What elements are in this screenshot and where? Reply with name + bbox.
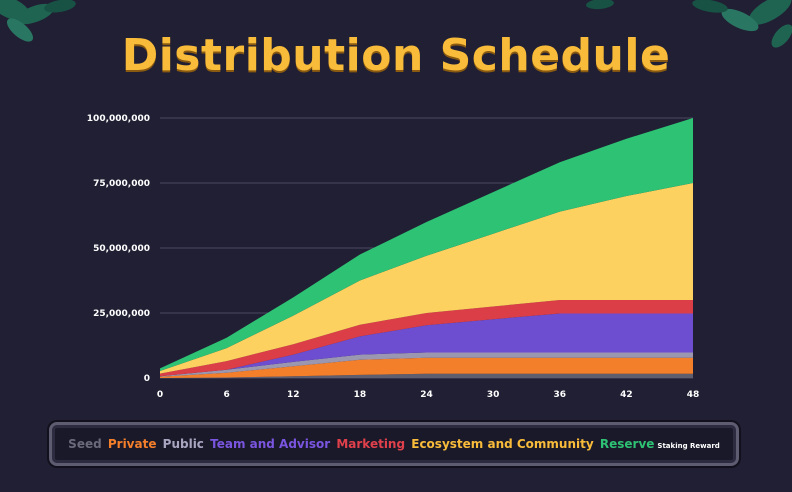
legend-item-ecosystem-and-community: Ecosystem and Community [411,437,593,451]
area-layer [160,118,693,378]
legend-item-public: Public [163,437,204,451]
legend-item-team-and-advisor: Team and Advisor [210,437,330,451]
page-title: Distribution Schedule [121,30,671,81]
area-series-public [160,352,693,377]
y-tick-label: 50,000,000 [93,244,150,254]
legend-label: Marketing [336,437,406,451]
area-series-ecosystem-and-community [160,183,693,374]
area-series-reserve [160,118,693,371]
x-tick-label: 12 [287,390,300,400]
legend-label: Reserve [599,437,655,451]
tick-layer: 0 25,000,000 50,000,000 75,000,000 100,000,0… [87,114,699,400]
legend-item-seed: Seed [68,437,102,451]
legend-item-reserve: Reserve Staking Reward [600,437,720,451]
leaf-decoration-icon [0,0,792,48]
area-series-team-and-advisor [160,313,693,377]
area-series-marketing [160,300,693,377]
legend-label: Private [107,437,157,451]
x-tick-label: 0 [157,390,163,400]
x-tick-label: 24 [420,390,433,400]
legend-label: Ecosystem and Community [411,437,594,451]
legend-note: Staking Reward [657,442,720,450]
area-series-private [160,357,693,378]
legend-label: Seed [68,437,102,451]
x-tick-label: 42 [620,390,633,400]
x-tick-label: 18 [354,390,367,400]
y-tick-label: 100,000,000 [87,114,150,124]
x-tick-label: 6 [223,390,229,400]
area-series-seed [160,373,693,378]
y-tick-label: 0 [144,374,150,384]
x-tick-label: 30 [487,390,500,400]
legend-label: Team and Advisor [210,437,331,451]
y-tick-label: 75,000,000 [93,179,150,189]
area-chart: 0 25,000,000 50,000,000 75,000,000 100,000,0… [87,114,699,400]
chart-legend: Seed Private Public Team and Advisor Marketi… [49,422,739,466]
legend-item-private: Private [108,437,157,451]
legend-item-marketing: Marketing [336,437,405,451]
legend-label: Public [162,437,204,451]
x-tick-label: 48 [687,390,700,400]
x-tick-label: 36 [553,390,566,400]
y-tick-label: 25,000,000 [93,309,150,319]
